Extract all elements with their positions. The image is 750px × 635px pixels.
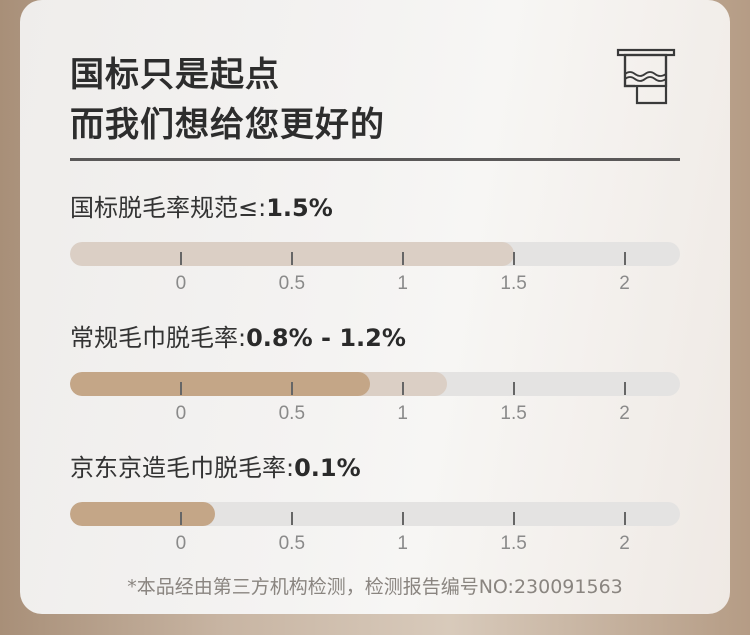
gauge-fill-lower [70, 372, 371, 396]
gauge-label-text: 京东京造毛巾脱毛率: [70, 454, 295, 482]
towel-icon [616, 48, 676, 105]
tick-label: 2 [619, 273, 630, 294]
tick-mark [623, 512, 626, 525]
tick-mark [401, 512, 404, 525]
gauge-fill-lower [70, 502, 216, 526]
tick-mark [512, 252, 515, 265]
tick-mark [290, 512, 293, 525]
tick-mark [179, 382, 182, 395]
gauge-track [70, 372, 680, 396]
tick-mark [401, 252, 404, 265]
tick-label: 1.5 [500, 273, 527, 294]
tick-label: 0.5 [278, 403, 306, 424]
gauge-label: 京东京造毛巾脱毛率:0.1% [70, 453, 361, 483]
gauge-label: 常规毛巾脱毛率:0.8% - 1.2% [70, 323, 406, 353]
divider [70, 158, 680, 161]
tick-label: 1.5 [500, 403, 527, 424]
tick-label: 1 [397, 273, 409, 294]
tick-mark [290, 252, 293, 265]
tick-mark [623, 382, 626, 395]
gauge-label-text: 常规毛巾脱毛率: [70, 324, 247, 352]
tick-mark [512, 512, 515, 525]
tick-mark [179, 512, 182, 525]
gauge-label: 国标脱毛率规范≤:1.5% [70, 193, 333, 223]
tick-label: 1 [397, 533, 409, 554]
title-line-2: 而我们想给您更好的 [70, 105, 385, 145]
tick-label: 0 [175, 273, 187, 294]
title-line-1: 国标只是起点 [70, 55, 280, 95]
footnote: *本品经由第三方机构检测，检测报告编号NO:230091563 [127, 576, 623, 598]
tick-label: 1.5 [500, 533, 527, 554]
tick-label: 0 [175, 403, 187, 424]
gauge-value: 1.5% [266, 194, 333, 222]
tick-mark [290, 382, 293, 395]
gauge-value: 0.1% [294, 454, 361, 482]
tick-mark [401, 382, 404, 395]
tick-label: 2 [619, 403, 630, 424]
tick-mark [179, 252, 182, 265]
tick-label: 2 [619, 533, 630, 554]
tick-label: 1 [397, 403, 409, 424]
gauge-track [70, 502, 680, 526]
tick-label: 0.5 [278, 533, 306, 554]
gauge-value: 0.8% - 1.2% [246, 324, 406, 352]
tick-mark [623, 252, 626, 265]
tick-label: 0 [175, 533, 187, 554]
gauge-label-text: 国标脱毛率规范≤: [70, 194, 267, 222]
gauge-track [70, 242, 680, 266]
tick-label: 0.5 [278, 273, 306, 294]
tick-mark [512, 382, 515, 395]
